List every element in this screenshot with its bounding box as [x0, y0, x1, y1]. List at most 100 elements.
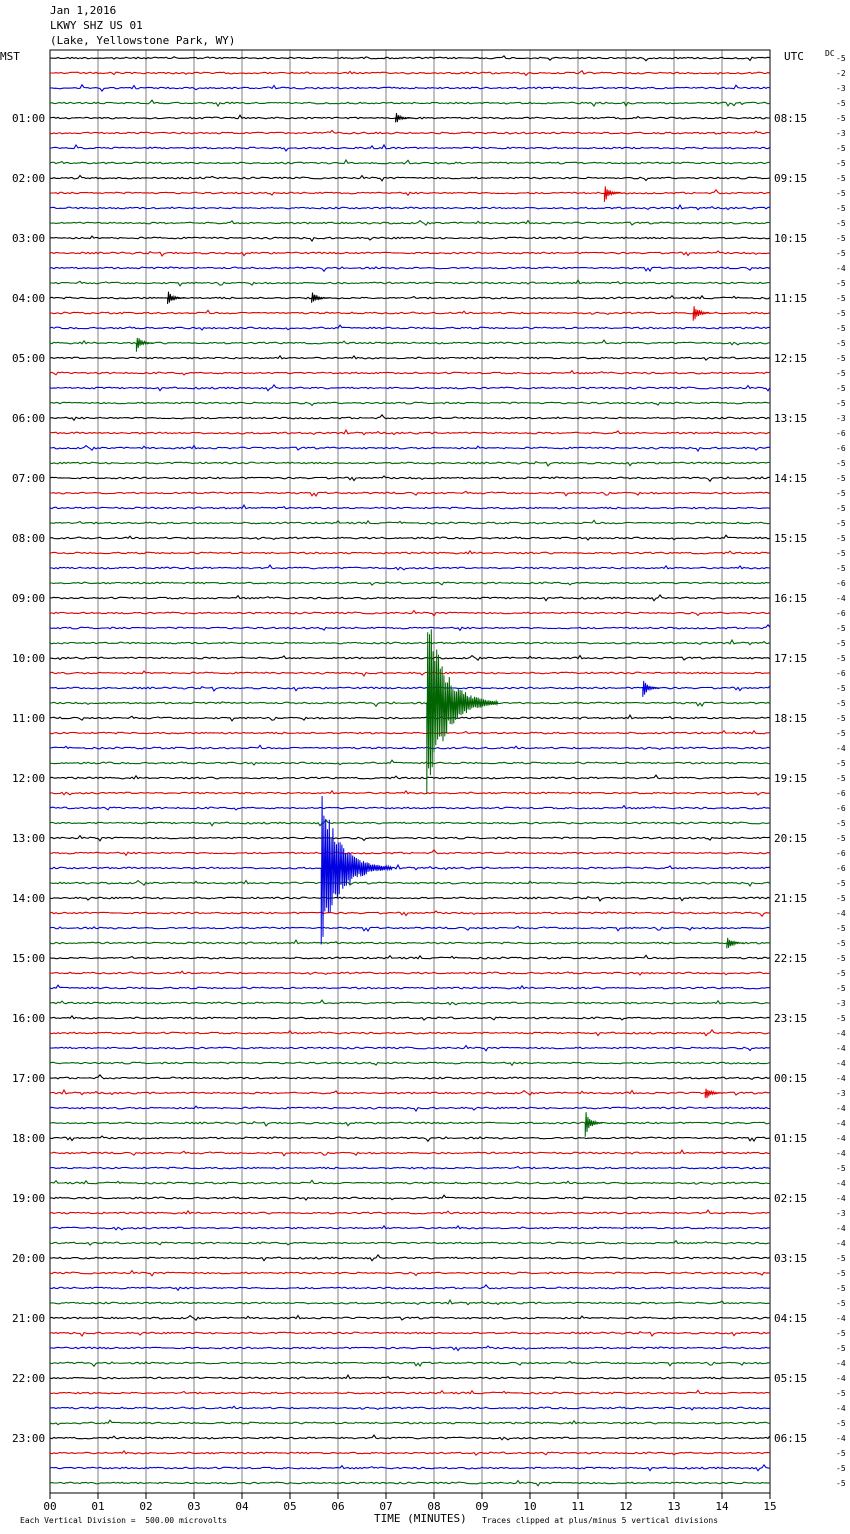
trace-row [49, 999, 771, 1006]
dc-offset-label: -4 [836, 1059, 846, 1068]
trace-row [49, 266, 771, 273]
seismic-event [603, 186, 622, 203]
dc-offset-label: -5 [836, 339, 846, 348]
trace-row [49, 534, 771, 541]
trace-row [49, 1389, 771, 1395]
x-tick-label: 04 [235, 1500, 249, 1513]
trace-row [49, 910, 771, 918]
left-hour-label: 12:00 [12, 772, 45, 785]
dc-offset-label: -5 [836, 399, 846, 408]
dc-offset-label: -5 [836, 1479, 846, 1488]
x-tick-label: 07 [379, 1500, 392, 1513]
seismic-event [642, 680, 661, 697]
right-hour-label: 09:15 [774, 172, 807, 185]
left-hour-label: 03:00 [12, 232, 45, 245]
trace-row [49, 1015, 771, 1021]
left-hour-label: 20:00 [12, 1252, 45, 1265]
right-hour-label: 14:15 [774, 472, 807, 485]
right-hour-label: 02:15 [774, 1192, 807, 1205]
trace-row [49, 984, 771, 990]
dc-offset-label: -5 [836, 684, 846, 693]
dc-offset-label: -5 [836, 279, 846, 288]
right-hour-label: 16:15 [774, 592, 807, 605]
trace-row [49, 564, 771, 571]
dc-offset-label: -5 [836, 1164, 846, 1173]
trace-row [49, 774, 771, 780]
trace-row [49, 925, 771, 932]
trace-row [49, 1434, 771, 1441]
x-tick-label: 13 [667, 1500, 680, 1513]
dc-offset-label: -5 [836, 534, 846, 543]
dc-offset-label: -5 [836, 1284, 846, 1293]
trace-row [49, 401, 771, 407]
trace-row [49, 1239, 771, 1246]
dc-offset-label: -4 [836, 1434, 846, 1443]
right-hour-label: 11:15 [774, 292, 807, 305]
trace-row [49, 519, 771, 525]
dc-offset-label: -6 [836, 804, 846, 813]
trace-row [49, 593, 770, 602]
dc-offset-label: -5 [836, 834, 846, 843]
x-tick-label: 05 [283, 1500, 296, 1513]
dc-offset-label: -5 [836, 984, 846, 993]
trace-row [49, 461, 770, 467]
trace-row [50, 1149, 771, 1157]
dc-offset-label: -5 [836, 969, 846, 978]
right-hour-label: 23:15 [774, 1012, 807, 1025]
dc-offset-label: -5 [836, 384, 846, 393]
dc-offset-label: -5 [836, 654, 846, 663]
right-hour-label: 01:15 [774, 1132, 807, 1145]
trace-row [49, 970, 771, 976]
dc-offset-label: -3 [836, 1089, 846, 1098]
trace-row [49, 1165, 771, 1170]
x-tick-label: 10 [523, 1500, 536, 1513]
clip-note: Traces clipped at plus/minus 5 vertical … [482, 1516, 719, 1525]
dc-offset-label: -4 [836, 1119, 846, 1128]
x-tick-label: 00 [43, 1500, 56, 1513]
trace-row [49, 250, 771, 257]
trace-row [49, 1331, 771, 1337]
dc-offset-label: -4 [836, 1044, 846, 1053]
dc-offset-label: -5 [836, 99, 846, 108]
trace-row [49, 129, 771, 135]
dc-offset-label: -4 [836, 1224, 846, 1233]
dc-offset-label: -4 [836, 909, 846, 918]
x-tick-label: 15 [763, 1500, 776, 1513]
right-hour-label: 22:15 [774, 952, 807, 965]
dc-offset-label: -5 [836, 1389, 846, 1398]
dc-offset-label: -5 [836, 459, 846, 468]
trace-row [49, 1269, 771, 1277]
dc-offset-label: -5 [836, 759, 846, 768]
left-hour-label: 08:00 [12, 532, 45, 545]
seismic-event [426, 629, 499, 794]
right-hour-label: 20:15 [774, 832, 807, 845]
seismic-event [726, 937, 745, 949]
dc-offset-label: -4 [836, 1179, 846, 1188]
trace-row [49, 638, 771, 646]
trace-row [49, 701, 771, 708]
seismic-event [395, 113, 413, 123]
trace-row [49, 818, 771, 827]
dc-offset-label: -5 [836, 504, 846, 513]
dc-offset-label: -5 [836, 309, 846, 318]
trace-row [49, 849, 771, 857]
right-hour-label: 21:15 [774, 892, 807, 905]
trace-row [49, 939, 771, 945]
x-tick-label: 09 [475, 1500, 488, 1513]
trace-row [49, 624, 771, 632]
dc-label: DC [825, 49, 835, 58]
dc-offset-label: -6 [836, 429, 846, 438]
left-hour-label: 07:00 [12, 472, 45, 485]
x-tick-label: 08 [427, 1500, 440, 1513]
x-tick-label: 01 [91, 1500, 104, 1513]
left-hour-label: 04:00 [12, 292, 45, 305]
left-hour-label: 01:00 [12, 112, 45, 125]
right-hour-label: 04:15 [774, 1312, 807, 1325]
dc-offset-label: -6 [836, 849, 846, 858]
dc-offset-label: -5 [836, 54, 846, 63]
dc-offset-label: -6 [836, 864, 846, 873]
trace-row [49, 324, 771, 331]
trace-row [49, 475, 771, 483]
trace-row [49, 834, 771, 842]
